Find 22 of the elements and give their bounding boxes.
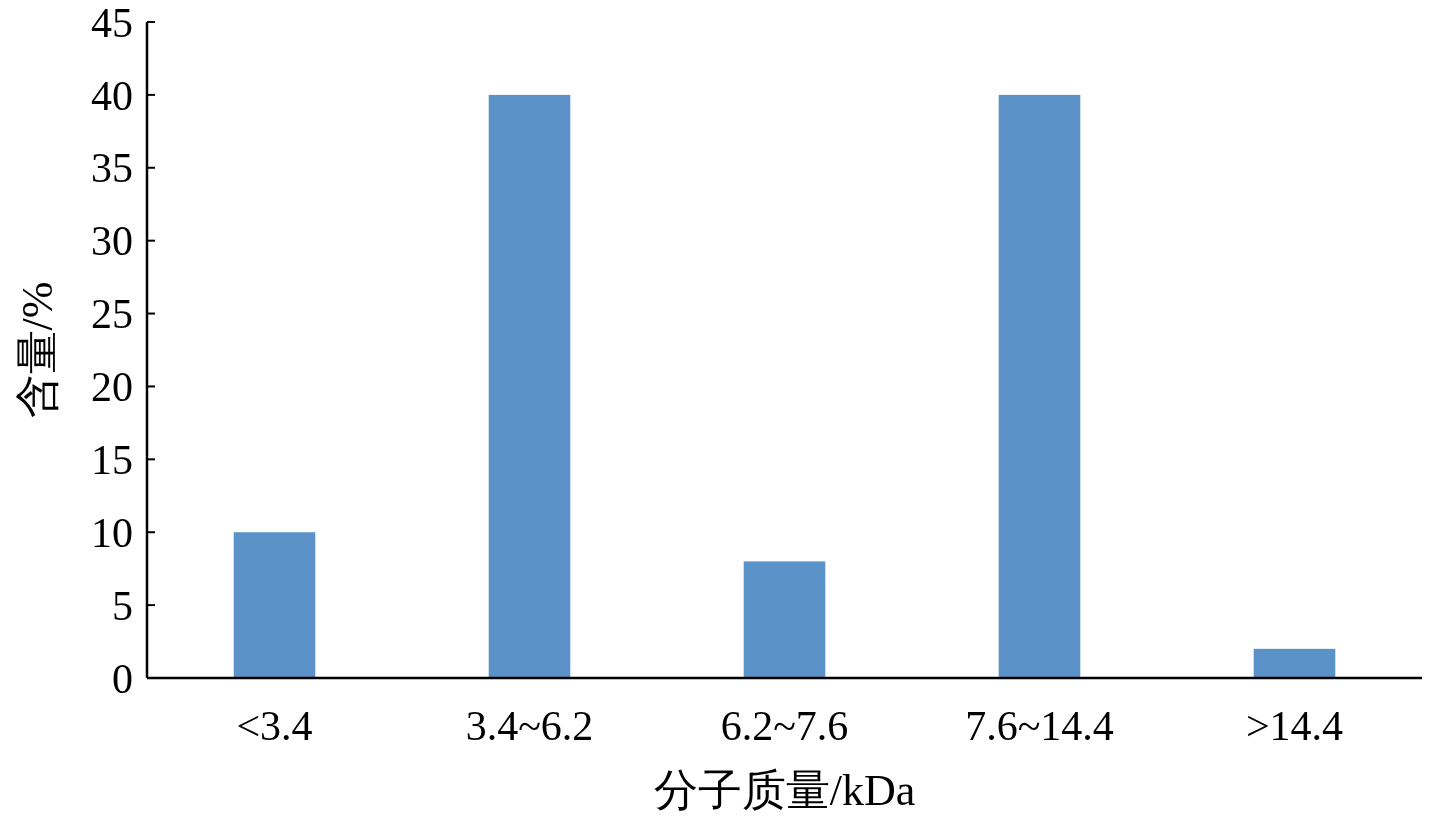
y-tick-label: 5 [112,582,133,629]
y-axis-title: 含量/% [13,281,62,419]
y-tick-label: 40 [91,72,133,119]
bar [743,561,826,678]
x-axis-title: 分子质量/kDa [653,766,916,815]
bar [233,532,316,678]
y-tick-label: 30 [91,218,133,265]
x-tick-label: 6.2~7.6 [720,703,849,749]
x-tick-label: 3.4~6.2 [465,703,594,749]
y-tick-label: 10 [91,509,133,556]
bar [998,94,1081,678]
y-tick-label: 25 [91,291,133,338]
y-tick-label: 45 [91,0,133,46]
y-tick-label: 15 [91,437,133,484]
bar [1253,648,1336,678]
y-tick-label: 0 [112,655,133,702]
y-tick-label: 35 [91,145,133,192]
x-tick-label: >14.4 [1245,703,1344,749]
x-tick-label: 7.6~14.4 [965,703,1114,749]
y-tick-label: 20 [91,364,133,411]
bar [488,94,571,678]
x-tick-label: <3.4 [236,703,313,749]
